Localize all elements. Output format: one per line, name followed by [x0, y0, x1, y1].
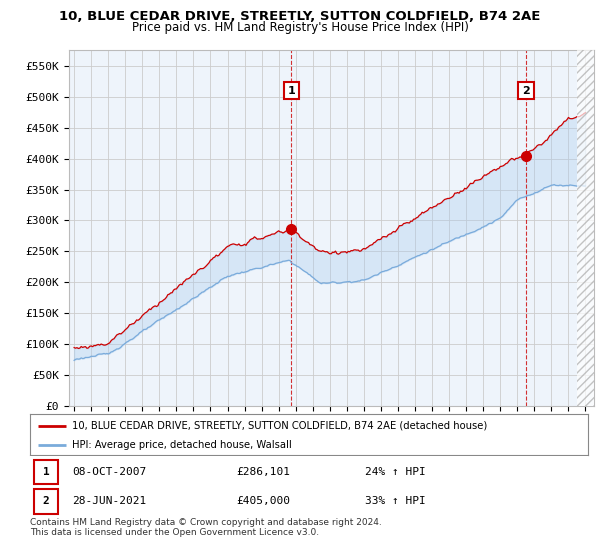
Text: 28-JUN-2021: 28-JUN-2021	[72, 496, 146, 506]
Text: 08-OCT-2007: 08-OCT-2007	[72, 467, 146, 477]
Text: 33% ↑ HPI: 33% ↑ HPI	[365, 496, 425, 506]
FancyBboxPatch shape	[34, 460, 58, 484]
FancyBboxPatch shape	[34, 489, 58, 514]
Text: 1: 1	[43, 467, 50, 477]
Text: 24% ↑ HPI: 24% ↑ HPI	[365, 467, 425, 477]
Text: 10, BLUE CEDAR DRIVE, STREETLY, SUTTON COLDFIELD, B74 2AE (detached house): 10, BLUE CEDAR DRIVE, STREETLY, SUTTON C…	[72, 421, 487, 431]
Text: HPI: Average price, detached house, Walsall: HPI: Average price, detached house, Wals…	[72, 440, 292, 450]
Text: 2: 2	[522, 86, 530, 96]
Text: 10, BLUE CEDAR DRIVE, STREETLY, SUTTON COLDFIELD, B74 2AE: 10, BLUE CEDAR DRIVE, STREETLY, SUTTON C…	[59, 10, 541, 22]
Text: 1: 1	[287, 86, 295, 96]
Text: £286,101: £286,101	[236, 467, 290, 477]
Text: £405,000: £405,000	[236, 496, 290, 506]
Text: Price paid vs. HM Land Registry's House Price Index (HPI): Price paid vs. HM Land Registry's House …	[131, 21, 469, 34]
Bar	[577, 50, 594, 406]
Text: 2: 2	[43, 496, 50, 506]
Text: Contains HM Land Registry data © Crown copyright and database right 2024.
This d: Contains HM Land Registry data © Crown c…	[30, 518, 382, 538]
